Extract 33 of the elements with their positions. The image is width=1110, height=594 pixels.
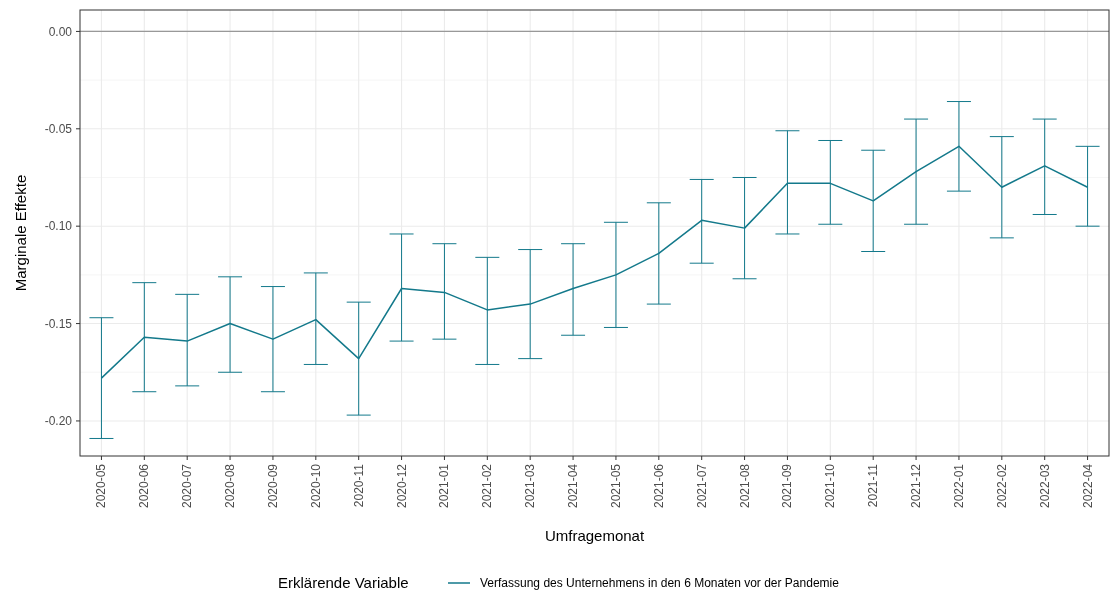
x-tick-label: 2020-12	[394, 463, 409, 509]
x-tick-label: 2020-07	[180, 463, 195, 509]
x-tick-label: 2021-04	[566, 463, 581, 509]
x-tick-label: 2022-04	[1080, 463, 1095, 509]
x-tick-label: 2021-11	[866, 463, 881, 508]
y-tick-label: -0.10	[44, 219, 73, 234]
x-tick-label: 2020-10	[308, 463, 323, 509]
x-tick-label: 2021-03	[523, 463, 538, 509]
x-tick-label: 2020-06	[137, 463, 152, 509]
x-tick-label: 2021-07	[694, 463, 709, 509]
x-tick-label: 2021-02	[480, 463, 495, 509]
x-tick-label: 2020-09	[265, 463, 280, 509]
x-tick-label: 2022-02	[994, 463, 1009, 509]
legend-label: Verfassung des Unternehmens in den 6 Monaten vor der Pandemie	[480, 576, 840, 590]
x-tick-label: 2021-05	[608, 463, 623, 509]
x-tick-label: 2021-09	[780, 463, 795, 509]
x-tick-label: 2020-11	[351, 463, 366, 508]
legend-title: Erklärende Variable	[278, 574, 409, 591]
y-tick-label: -0.20	[44, 414, 73, 429]
x-axis-title: Umfragemonat	[544, 527, 645, 544]
x-tick-label: 2021-06	[651, 463, 666, 509]
x-tick-label: 2022-01	[951, 463, 966, 509]
x-tick-label: 2022-03	[1037, 463, 1052, 509]
y-tick-label: -0.05	[44, 122, 73, 136]
y-axis-title: Marginale Effekte	[12, 174, 29, 292]
x-tick-label: 2021-10	[823, 463, 838, 509]
x-tick-label: 2021-08	[737, 463, 752, 509]
x-tick-label: 2021-12	[909, 463, 924, 509]
x-tick-label: 2020-05	[94, 463, 109, 509]
y-tick-label: -0.15	[44, 316, 73, 331]
y-tick-label: 0.00	[48, 24, 73, 39]
x-tick-label: 2021-01	[437, 463, 452, 509]
x-tick-label: 2020-08	[223, 463, 238, 509]
